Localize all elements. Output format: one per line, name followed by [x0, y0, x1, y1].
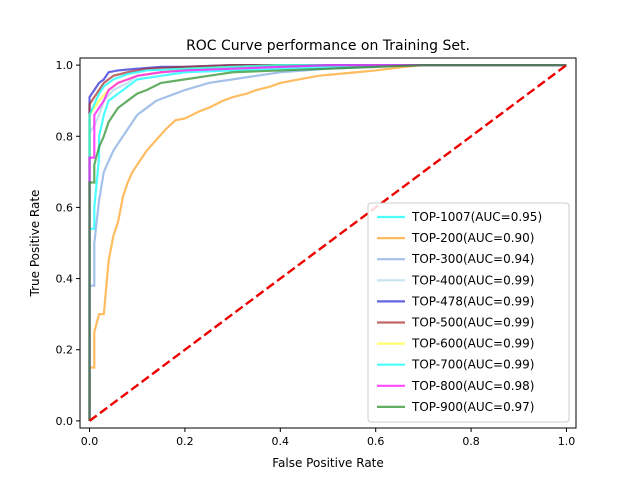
legend-label: TOP-300(AUC=0.94): [411, 252, 535, 266]
legend-label: TOP-900(AUC=0.97): [411, 400, 535, 414]
series-line-3: [88, 64, 567, 421]
legend-label: TOP-478(AUC=0.99): [411, 294, 535, 308]
legend: TOP-1007(AUC=0.95) TOP-200(AUC=0.90) TOP-3…: [367, 202, 570, 423]
series-line-10: [88, 64, 567, 421]
series-lines: [88, 64, 568, 422]
x-tick-label: 0.4: [272, 435, 290, 448]
x-tick-label: 1.0: [558, 435, 576, 448]
plot-area: 0.0 0.0 0.2 0.2 0.4 0.4 0.6 0.6 0.8 0.8 1.0 1.0: [56, 57, 577, 448]
x-axis-title: False Positive Rate: [272, 456, 384, 470]
legend-label: TOP-400(AUC=0.99): [411, 273, 535, 287]
y-tick-label: 0.4: [56, 273, 74, 286]
legend-label: TOP-600(AUC=0.99): [411, 337, 535, 351]
series-line-1: [88, 64, 567, 421]
legend-label: TOP-700(AUC=0.99): [411, 358, 535, 372]
x-tick-label: 0.6: [367, 435, 385, 448]
series-line-6: [88, 64, 567, 421]
chart-title: ROC Curve performance on Training Set.: [186, 38, 470, 54]
series-line-9: [88, 64, 567, 421]
legend-label: TOP-800(AUC=0.98): [411, 379, 535, 393]
series-line-8: [88, 64, 567, 421]
y-tick-label: 0.8: [56, 130, 74, 143]
axes-frame: [79, 57, 577, 429]
series-line-2: [88, 64, 567, 421]
y-tick-label: 0.0: [56, 415, 74, 428]
y-axis-title: True Positive Rate: [28, 190, 42, 298]
x-tick-label: 0.0: [81, 435, 99, 448]
x-tick-label: 0.2: [176, 435, 194, 448]
legend-box: [367, 202, 570, 423]
reference-diagonal-line: [88, 64, 568, 422]
y-tick-label: 0.2: [56, 344, 74, 357]
x-tick-label: 0.8: [462, 435, 480, 448]
y-tick-label: 1.0: [56, 59, 74, 72]
legend-label: TOP-200(AUC=0.90): [411, 231, 535, 245]
y-tick-label: 0.6: [56, 201, 74, 214]
legend-label: TOP-1007(AUC=0.95): [411, 210, 542, 224]
legend-label: TOP-500(AUC=0.99): [411, 316, 535, 330]
